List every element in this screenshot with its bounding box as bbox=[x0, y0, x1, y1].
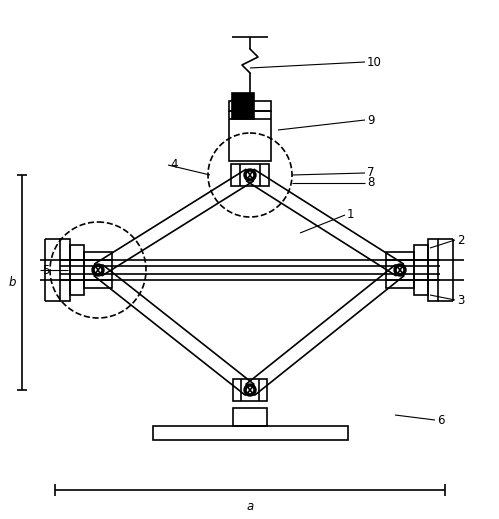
Bar bbox=[229, 101, 271, 111]
Circle shape bbox=[248, 172, 252, 177]
Text: 2: 2 bbox=[457, 234, 465, 247]
Text: b: b bbox=[8, 276, 16, 289]
Text: 6: 6 bbox=[437, 414, 445, 427]
Text: 10: 10 bbox=[367, 56, 382, 69]
Bar bbox=[231, 164, 269, 186]
Bar bbox=[229, 111, 271, 161]
Circle shape bbox=[95, 267, 100, 272]
Circle shape bbox=[248, 388, 252, 392]
Circle shape bbox=[394, 264, 406, 276]
Bar bbox=[60, 239, 70, 301]
Text: 7: 7 bbox=[367, 167, 375, 180]
Circle shape bbox=[244, 169, 256, 181]
Bar bbox=[84, 252, 112, 288]
Circle shape bbox=[244, 384, 256, 396]
Text: 3: 3 bbox=[457, 294, 465, 307]
Bar bbox=[70, 245, 84, 295]
Text: a: a bbox=[247, 499, 253, 512]
Bar bbox=[428, 239, 438, 301]
Bar bbox=[153, 426, 348, 440]
Bar bbox=[232, 93, 254, 119]
Circle shape bbox=[398, 267, 403, 272]
Bar bbox=[414, 245, 428, 295]
Bar bbox=[233, 379, 267, 401]
Text: 5: 5 bbox=[42, 264, 49, 277]
Bar bbox=[386, 252, 414, 288]
Text: 4: 4 bbox=[170, 158, 178, 171]
Text: 1: 1 bbox=[347, 209, 354, 222]
Circle shape bbox=[92, 264, 104, 276]
Bar bbox=[233, 408, 267, 426]
Text: 9: 9 bbox=[367, 114, 375, 127]
Text: 8: 8 bbox=[367, 176, 374, 189]
